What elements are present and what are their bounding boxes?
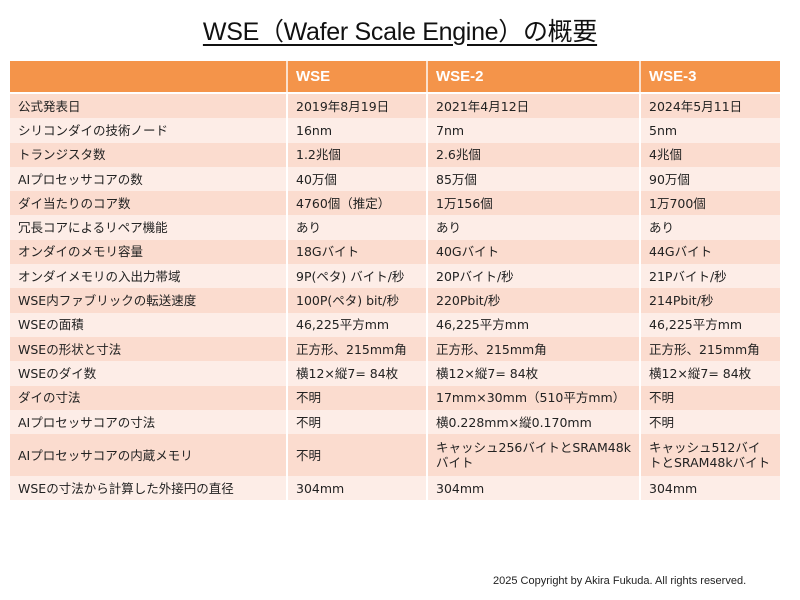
row-label: WSEの面積 bbox=[10, 312, 288, 337]
table-cell: 1万700個 bbox=[640, 191, 780, 216]
table-row: AIプロセッサコアの数 40万個 85万個 90万個 bbox=[10, 166, 780, 192]
wse-comparison-table: WSE WSE-2 WSE-3 公式発表日 2019年8月19日 2021年4月12… bbox=[10, 61, 780, 501]
table-cell: 1万156個 bbox=[427, 191, 641, 216]
table-row: AIプロセッサコアの内蔵メモリ 不明 キャッシュ256バイトとSRAM48kバイトキ… bbox=[10, 434, 780, 477]
table-cell: キャッシュ256バイトとSRAM48kバイト bbox=[427, 434, 641, 477]
table-cell: 2024年5月11日 bbox=[640, 93, 780, 119]
table-cell: 正方形、215mm角 bbox=[427, 336, 641, 362]
table-cell: 不明 bbox=[287, 385, 428, 410]
table-cell: 44Gバイト bbox=[640, 239, 780, 265]
table-cell: 18Gバイト bbox=[287, 239, 428, 265]
table-cell: 不明 bbox=[640, 385, 780, 410]
table-row: WSE内ファブリックの転送速度 100P(ペタ) bit/秒 220Pbit/秒 21… bbox=[10, 288, 780, 313]
table-cell: 不明 bbox=[287, 434, 428, 477]
table-cell: 横12×縦7= 84枚 bbox=[640, 361, 780, 386]
table-cell: 46,225平方mm bbox=[287, 312, 428, 337]
table-cell: 304mm bbox=[287, 476, 428, 501]
row-label: オンダイメモリの入出力帯域 bbox=[10, 264, 288, 289]
row-label: ダイの寸法 bbox=[10, 385, 288, 410]
table-row: オンダイメモリの入出力帯域 9P(ペタ) バイト/秒 20Pバイト/秒 21Pバイト/… bbox=[10, 264, 780, 289]
table-cell: 20Pバイト/秒 bbox=[427, 264, 641, 289]
table-cell: 2.6兆個 bbox=[427, 142, 641, 167]
table-cell: あり bbox=[427, 215, 641, 240]
header-wse: WSE bbox=[287, 61, 428, 94]
table-cell: キャッシュ512バイトとSRAM48kバイト bbox=[640, 434, 780, 477]
table-row: WSEの面積 46,225平方mm 46,225平方mm 46,225平方mm bbox=[10, 312, 780, 337]
table-cell: 正方形、215mm角 bbox=[640, 336, 780, 362]
table-row: WSEのダイ数 横12×縦7= 84枚 横12×縦7= 84枚 横12×縦7= 84枚 bbox=[10, 361, 780, 386]
page-title: WSE（Wafer Scale Engine）の概要 bbox=[202, 18, 598, 46]
row-label: AIプロセッサコアの寸法 bbox=[10, 409, 288, 435]
row-label: トランジスタ数 bbox=[10, 142, 288, 167]
row-label: AIプロセッサコアの数 bbox=[10, 166, 288, 192]
table-cell: 40Gバイト bbox=[427, 239, 641, 265]
table-cell: 正方形、215mm角 bbox=[287, 336, 428, 362]
row-label: 公式発表日 bbox=[10, 93, 288, 119]
table-row: WSEの形状と寸法 正方形、215mm角 正方形、215mm角 正方形、215mm角 bbox=[10, 336, 780, 362]
row-label: WSEの形状と寸法 bbox=[10, 336, 288, 362]
table-row: 冗長コアによるリペア機能 あり あり あり bbox=[10, 215, 780, 240]
table-cell: 不明 bbox=[640, 409, 780, 435]
table-row: ダイ当たりのコア数 4760個（推定） 1万156個 1万700個 bbox=[10, 191, 780, 216]
table-cell: 横12×縦7= 84枚 bbox=[287, 361, 428, 386]
row-label: AIプロセッサコアの内蔵メモリ bbox=[10, 434, 288, 477]
header-blank bbox=[10, 61, 288, 94]
table-cell: 9P(ペタ) バイト/秒 bbox=[287, 264, 428, 289]
row-label: WSE内ファブリックの転送速度 bbox=[10, 288, 288, 313]
table-row: 公式発表日 2019年8月19日 2021年4月12日 2024年5月11日 bbox=[10, 93, 780, 119]
table-cell: あり bbox=[287, 215, 428, 240]
row-label: オンダイのメモリ容量 bbox=[10, 239, 288, 265]
table-cell: 4760個（推定） bbox=[287, 191, 428, 216]
row-label: 冗長コアによるリペア機能 bbox=[10, 215, 288, 240]
table-cell: 46,225平方mm bbox=[640, 312, 780, 337]
copyright-notice: 2025 Copyright by Akira Fukuda. All righ… bbox=[493, 575, 747, 587]
table-header-row: WSE WSE-2 WSE-3 bbox=[10, 61, 780, 94]
table-cell: あり bbox=[640, 215, 780, 240]
row-label: WSEの寸法から計算した外接円の直径 bbox=[10, 476, 288, 501]
table-cell: 100P(ペタ) bit/秒 bbox=[287, 288, 428, 313]
table-cell: 不明 bbox=[287, 409, 428, 435]
table-row: シリコンダイの技術ノード 16nm 7nm 5nm bbox=[10, 118, 780, 143]
table-cell: 横12×縦7= 84枚 bbox=[427, 361, 641, 386]
row-label: ダイ当たりのコア数 bbox=[10, 191, 288, 216]
table-cell: 2021年4月12日 bbox=[427, 93, 641, 119]
table-row: AIプロセッサコアの寸法 不明 横0.228mm×縦0.170mm 不明 bbox=[10, 409, 780, 435]
table-row: ダイの寸法 不明 17mm×30mm（510平方mm） 不明 bbox=[10, 385, 780, 410]
table-row: トランジスタ数 1.2兆個 2.6兆個 4兆個 bbox=[10, 142, 780, 167]
table-cell: 304mm bbox=[427, 476, 641, 501]
table-cell: 214Pbit/秒 bbox=[640, 288, 780, 313]
table-cell: 2019年8月19日 bbox=[287, 93, 428, 119]
table-row: WSEの寸法から計算した外接円の直径 304mm 304mm 304mm bbox=[10, 476, 780, 501]
header-wse-3: WSE-3 bbox=[640, 61, 780, 94]
table-cell: 21Pバイト/秒 bbox=[640, 264, 780, 289]
table-cell: 220Pbit/秒 bbox=[427, 288, 641, 313]
table-cell: 90万個 bbox=[640, 166, 780, 192]
row-label: シリコンダイの技術ノード bbox=[10, 118, 288, 143]
table-cell: 1.2兆個 bbox=[287, 142, 428, 167]
header-wse-2: WSE-2 bbox=[427, 61, 641, 94]
table-cell: 17mm×30mm（510平方mm） bbox=[427, 385, 641, 410]
table-cell: 5nm bbox=[640, 118, 780, 143]
table-cell: 46,225平方mm bbox=[427, 312, 641, 337]
table-cell: 7nm bbox=[427, 118, 641, 143]
table-cell: 横0.228mm×縦0.170mm bbox=[427, 409, 641, 435]
table-cell: 4兆個 bbox=[640, 142, 780, 167]
row-label: WSEのダイ数 bbox=[10, 361, 288, 386]
table-cell: 40万個 bbox=[287, 166, 428, 192]
table-row: オンダイのメモリ容量 18Gバイト 40Gバイト 44Gバイト bbox=[10, 239, 780, 265]
table-cell: 16nm bbox=[287, 118, 428, 143]
table-cell: 304mm bbox=[640, 476, 780, 501]
table-cell: 85万個 bbox=[427, 166, 641, 192]
